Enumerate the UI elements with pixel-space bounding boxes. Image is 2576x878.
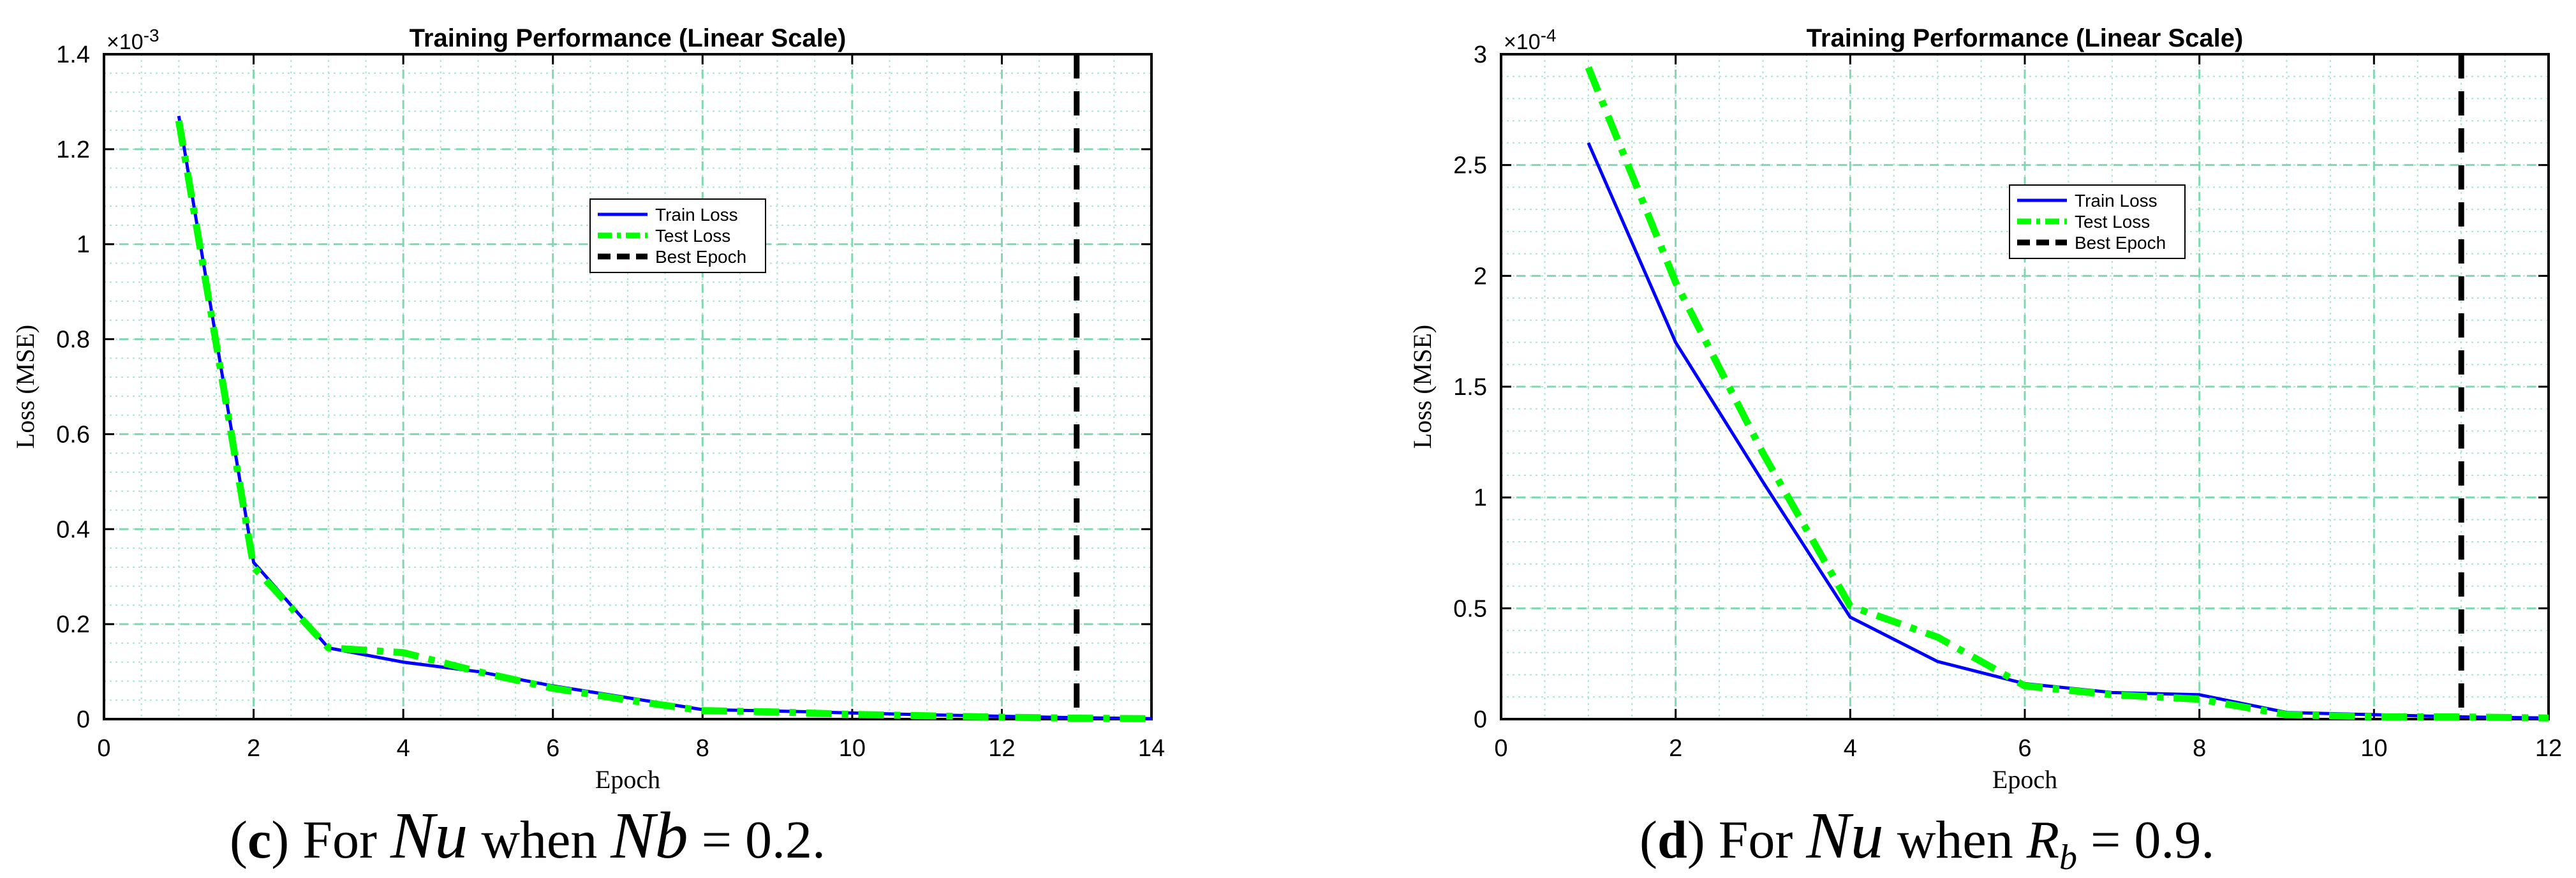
x-tick-label: 2 [247, 735, 260, 762]
y-tick-label: 0.6 [56, 421, 90, 448]
x-tick-label: 6 [546, 735, 559, 762]
y-multiplier: ×10-3 [107, 26, 159, 54]
series-test-loss [1585, 66, 2549, 722]
x-tick-label: 14 [1138, 735, 1165, 762]
x-tick-label: 6 [2018, 735, 2031, 762]
y-tick-label: 0.5 [1453, 595, 1487, 622]
legend-label: Best Epoch [2075, 233, 2166, 253]
y-axis-label: Loss (MSE) [1408, 325, 1437, 449]
y-tick-label: 2 [1474, 263, 1487, 290]
x-axis-label: Epoch [1992, 765, 2057, 794]
chart-c: 0 2 4 6 8 10 12 14 0 0.2 0.4 0.6 0.8 1 1.2 1.4 ×10-3 Trai… [11, 24, 1165, 794]
x-tick-label: 10 [839, 735, 866, 762]
x-tick-label: 10 [2360, 735, 2387, 762]
y-tick-label: 1.5 [1453, 374, 1487, 401]
legend-label: Best Epoch [655, 247, 746, 267]
y-tick-label: 1.2 [56, 137, 90, 163]
caption-d: (d) For Nu when Rb = 0.9. [1640, 799, 2215, 877]
x-tick-label: 8 [2193, 735, 2206, 762]
y-tick-label: 1 [1474, 485, 1487, 512]
chart-d: 0 2 4 6 8 10 12 0 0.5 1 1.5 2 2.5 3 ×10-4 Training Perf… [1408, 24, 2562, 794]
legend-label: Test Loss [2075, 212, 2150, 232]
y-tick-label: 0 [77, 706, 90, 733]
y-tick-label: 1.4 [56, 41, 90, 68]
x-tick-label: 8 [696, 735, 709, 762]
y-tick-label: 3 [1474, 41, 1487, 68]
chart-title: Training Performance (Linear Scale) [410, 24, 847, 52]
x-tick-label: 0 [1494, 735, 1507, 762]
legend-label: Test Loss [655, 226, 730, 246]
y-multiplier: ×10-4 [1504, 26, 1557, 54]
y-tick-label: 2.5 [1453, 153, 1487, 179]
y-axis-label: Loss (MSE) [11, 325, 40, 449]
series-test-loss [175, 120, 1152, 722]
y-tick-label: 1 [77, 232, 90, 258]
x-tick-label: 12 [988, 735, 1015, 762]
y-tick-label: 0.2 [56, 611, 90, 638]
y-tick-label: 0.8 [56, 327, 90, 353]
x-tick-label: 2 [1669, 735, 1682, 762]
legend-label: Train Loss [2075, 191, 2158, 211]
y-tick-label: 0 [1474, 706, 1487, 733]
legend-box [2009, 184, 2186, 259]
x-tick-label: 0 [97, 735, 110, 762]
x-axis-label: Epoch [595, 765, 660, 794]
legend-label: Train Loss [655, 205, 738, 225]
x-tick-label: 4 [397, 735, 410, 762]
caption-c: (c) For Nu when Nb = 0.2. [230, 799, 826, 872]
chart-title: Training Performance (Linear Scale) [1807, 24, 2244, 52]
x-tick-label: 4 [1844, 735, 1857, 762]
y-tick-label: 0.4 [56, 516, 90, 543]
axes-box [103, 53, 1153, 720]
x-tick-label: 12 [2535, 735, 2562, 762]
